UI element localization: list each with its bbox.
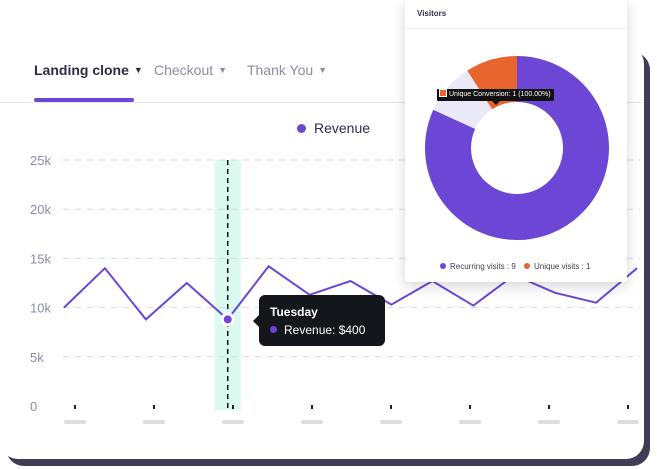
tab-landing-clone[interactable]: Landing clone ▼ [34, 62, 143, 78]
tooltip-arrow [253, 315, 259, 327]
tooltip-title: Tuesday [270, 305, 318, 319]
x-tick-label-placeholder [143, 420, 165, 424]
tab-checkout[interactable]: Checkout ▼ [154, 62, 227, 78]
active-tab-indicator [34, 98, 134, 102]
tab-label: Checkout [154, 62, 214, 78]
x-tick-label-placeholder [538, 420, 560, 424]
chevron-down-icon: ▼ [218, 65, 228, 75]
tab-thank-you[interactable]: Thank You ▼ [247, 62, 327, 78]
revenue-series-line [63, 264, 638, 321]
x-tick-label-placeholder [459, 420, 481, 424]
x-tick-label-placeholder [301, 420, 323, 424]
visitors-popup: Visitors [405, 0, 627, 282]
x-tick-label-placeholder [380, 420, 402, 424]
x-tick-label-placeholder [617, 420, 639, 424]
y-tick-label: 10k [30, 301, 51, 316]
donut-tooltip-swatch [439, 89, 447, 98]
x-tick-label-placeholder [222, 420, 244, 424]
y-tick-label: 0 [30, 399, 37, 414]
tab-bar: Landing clone ▼ Checkout ▼ Thank You ▼ [0, 46, 644, 103]
y-tick-label: 20k [30, 202, 51, 217]
y-tick-label: 25k [30, 153, 51, 168]
tooltip-value-text: Revenue: $400 [284, 323, 366, 337]
chevron-down-icon: ▼ [318, 65, 328, 75]
legend-swatch [440, 262, 446, 269]
donut-tooltip: Unique Conversion: 1 (100.00%) [437, 89, 554, 101]
hover-point [223, 315, 232, 324]
tooltip-value: Revenue: $400 [270, 323, 365, 337]
tab-label: Landing clone [34, 62, 129, 78]
tooltip-swatch [270, 326, 277, 334]
popup-title: Visitors [417, 9, 447, 18]
x-tick-label-placeholder [64, 420, 86, 424]
donut-tooltip-text: Unique Conversion: 1 (100.00%) [449, 91, 551, 98]
y-tick-label: 5k [30, 350, 44, 365]
popup-header: Visitors [405, 0, 627, 29]
chevron-down-icon: ▼ [133, 65, 143, 75]
donut-legend-recurring[interactable]: Recurring visits : 9 [440, 262, 516, 271]
legend-swatch [297, 123, 306, 133]
legend-label: Unique visits : 1 [534, 262, 591, 271]
legend-label-revenue: Revenue [314, 120, 371, 136]
legend-label: Recurring visits : 9 [450, 262, 516, 271]
y-tick-label: 15k [30, 251, 51, 266]
donut-tooltip-arrow [492, 101, 500, 105]
legend-swatch [524, 262, 530, 269]
chart-legend[interactable]: Revenue [297, 120, 370, 136]
tab-label: Thank You [247, 62, 314, 78]
donut-legend-unique[interactable]: Unique visits : 1 [524, 262, 590, 271]
chart-tooltip: Tuesday Revenue: $400 [253, 295, 385, 346]
